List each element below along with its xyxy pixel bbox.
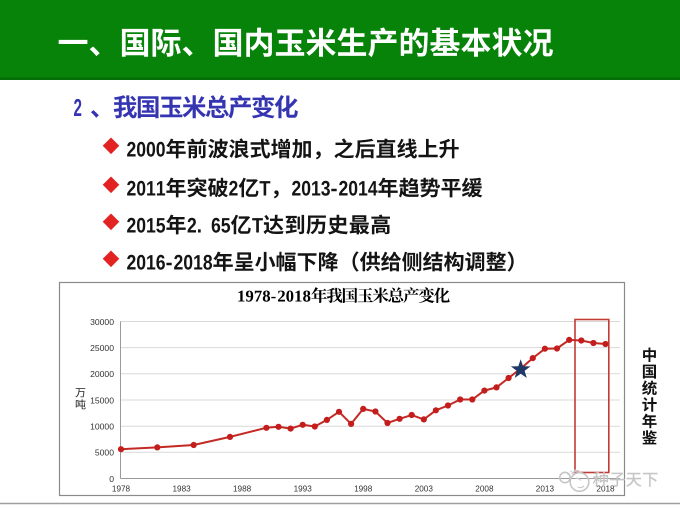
svg-text:1983: 1983 bbox=[172, 485, 191, 494]
svg-text:1993: 1993 bbox=[294, 485, 313, 494]
svg-text:2018: 2018 bbox=[596, 485, 615, 494]
svg-text:10000: 10000 bbox=[90, 422, 114, 432]
svg-text:1998: 1998 bbox=[354, 485, 373, 494]
svg-text:2008: 2008 bbox=[475, 485, 494, 494]
svg-text:5000: 5000 bbox=[95, 448, 114, 458]
svg-text:20000: 20000 bbox=[90, 369, 114, 379]
svg-text:30000: 30000 bbox=[90, 317, 114, 327]
svg-text:15000: 15000 bbox=[90, 395, 114, 405]
svg-text:2013: 2013 bbox=[536, 485, 555, 494]
svg-text:1988: 1988 bbox=[233, 485, 252, 494]
svg-text:0: 0 bbox=[109, 474, 114, 484]
svg-text:25000: 25000 bbox=[90, 343, 114, 353]
svg-text:1978: 1978 bbox=[112, 485, 131, 494]
svg-text:2003: 2003 bbox=[415, 485, 434, 494]
